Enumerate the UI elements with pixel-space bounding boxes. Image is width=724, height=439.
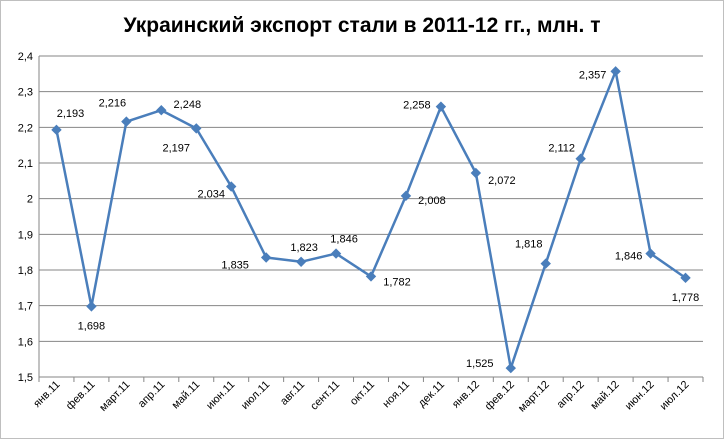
x-tick-label: авг.11 xyxy=(278,379,307,408)
data-point xyxy=(400,190,412,202)
y-tick-label: 1,5 xyxy=(18,372,33,384)
x-tick-label: июн.11 xyxy=(204,379,237,412)
data-label: 1,846 xyxy=(330,234,358,246)
data-label: 2,008 xyxy=(418,195,446,207)
x-tick-label: фев.12 xyxy=(483,379,517,413)
x-tick-label: янв.12 xyxy=(450,379,482,411)
y-tick-label: 1,8 xyxy=(18,265,33,277)
x-tick-label: июл.12 xyxy=(658,379,692,413)
x-tick-label: апр.11 xyxy=(136,379,168,411)
data-label: 2,034 xyxy=(197,189,225,201)
data-label: 2,197 xyxy=(162,142,190,154)
data-point xyxy=(680,272,691,284)
chart-title: Украинский экспорт стали в 2011-12 гг., … xyxy=(123,14,601,37)
y-tick-label: 1,7 xyxy=(18,301,33,313)
data-point xyxy=(505,362,516,374)
data-point xyxy=(156,105,167,116)
data-label: 1,818 xyxy=(515,239,543,251)
data-point xyxy=(86,301,97,312)
x-tick-label: фев.11 xyxy=(64,379,98,413)
data-label: 2,193 xyxy=(57,108,85,120)
x-tick-label: июл.11 xyxy=(239,379,272,412)
data-label: 2,216 xyxy=(99,98,127,110)
x-tick-label: сент.11 xyxy=(308,379,342,413)
data-point xyxy=(51,124,62,136)
data-label: 1,782 xyxy=(383,276,411,288)
data-point xyxy=(610,66,621,77)
y-tick-label: 1,9 xyxy=(18,229,33,241)
data-point xyxy=(260,252,272,263)
x-tick-label: март.12 xyxy=(516,379,552,415)
data-point xyxy=(645,248,656,259)
y-tick-label: 2,4 xyxy=(18,51,33,63)
data-label: 2,112 xyxy=(548,143,575,155)
data-point xyxy=(191,123,202,134)
x-tick-label: март.11 xyxy=(97,379,132,414)
x-tick-label: май.12 xyxy=(588,379,621,412)
y-tick-label: 1,6 xyxy=(18,336,33,348)
series-line xyxy=(55,70,687,370)
x-tick-label: ноя.11 xyxy=(381,379,413,411)
x-tick-label: дек.11 xyxy=(416,379,447,410)
data-point xyxy=(575,153,586,164)
data-label: 1,823 xyxy=(290,242,318,254)
data-label: 1,835 xyxy=(221,260,249,272)
data-label: 2,248 xyxy=(174,99,202,111)
x-tick-label: окт.11 xyxy=(348,379,377,408)
y-tick-label: 2,1 xyxy=(18,158,33,170)
data-label: 1,846 xyxy=(615,251,643,263)
x-tick-label: май.11 xyxy=(170,379,203,412)
y-tick-label: 2,3 xyxy=(18,87,33,99)
data-label: 1,525 xyxy=(466,358,494,370)
x-tick-label: апр.12 xyxy=(555,379,587,411)
data-label: 2,357 xyxy=(579,69,607,81)
data-label: 2,258 xyxy=(403,100,431,112)
x-tick-label: янв.11 xyxy=(31,379,62,410)
data-point xyxy=(330,248,342,259)
data-point xyxy=(470,167,482,179)
data-point xyxy=(295,256,307,268)
data-point xyxy=(121,116,132,127)
y-tick-label: 2,2 xyxy=(18,122,33,134)
data-label: 2,072 xyxy=(488,175,516,187)
data-point xyxy=(540,258,551,269)
data-point xyxy=(226,181,237,192)
data-label: 1,698 xyxy=(78,320,106,332)
data-point xyxy=(365,271,377,282)
data-label: 1,778 xyxy=(672,292,700,304)
y-tick-label: 2 xyxy=(27,194,33,206)
data-point xyxy=(435,101,447,112)
x-tick-label: июн.12 xyxy=(623,379,657,413)
